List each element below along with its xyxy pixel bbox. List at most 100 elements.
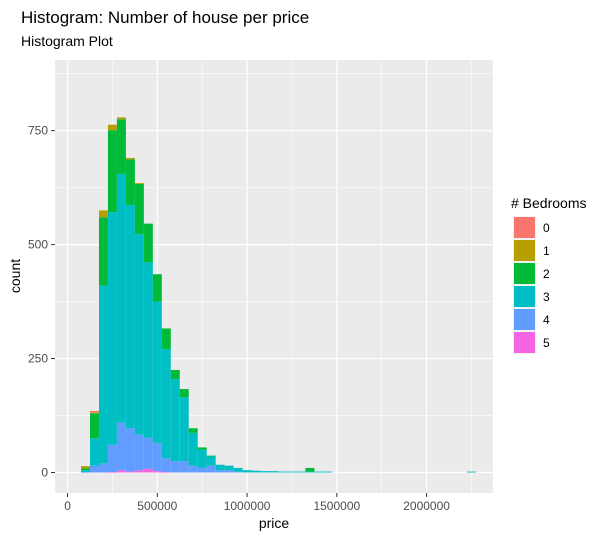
legend-key-1 (514, 240, 535, 261)
bar-bedrooms-1 (81, 466, 91, 469)
bar-bedrooms-3 (215, 464, 225, 471)
bar-bedrooms-3 (206, 456, 216, 466)
bar-bedrooms-3 (188, 432, 198, 466)
x-tick-label: 1500000 (313, 499, 360, 513)
y-tick-label: 250 (28, 352, 48, 366)
bar-bedrooms-4 (215, 470, 225, 473)
bar-bedrooms-4 (170, 461, 180, 473)
bar-bedrooms-3 (81, 470, 91, 473)
bar-bedrooms-2 (125, 159, 135, 205)
x-axis-title: price (259, 515, 290, 531)
legend-label-5: 5 (543, 336, 550, 350)
bar-bedrooms-4 (224, 470, 234, 473)
bar-bedrooms-3 (278, 471, 288, 473)
bar-bedrooms-2 (206, 455, 216, 457)
bar-bedrooms-5 (152, 471, 162, 473)
bar-bedrooms-4 (107, 444, 117, 473)
bar-bedrooms-5 (107, 472, 117, 473)
y-tick-label: 750 (28, 124, 48, 138)
bar-bedrooms-4 (206, 465, 216, 473)
bar-bedrooms-2 (81, 468, 91, 471)
bar-bedrooms-3 (197, 449, 207, 468)
bar-bedrooms-1 (116, 117, 126, 120)
legend-label-3: 3 (543, 290, 550, 304)
bar-bedrooms-3 (251, 470, 261, 473)
bar-bedrooms-4 (179, 461, 189, 473)
bar-bedrooms-3 (305, 471, 315, 473)
y-tick-label: 0 (41, 465, 48, 479)
bar-bedrooms-0 (90, 410, 99, 413)
legend-key-5 (514, 332, 535, 353)
bar-bedrooms-2 (152, 274, 162, 302)
bar-bedrooms-3 (107, 212, 117, 445)
bar-bedrooms-3 (90, 438, 99, 466)
bars-layer (81, 117, 476, 473)
bar-bedrooms-3 (269, 471, 279, 473)
bar-bedrooms-3 (125, 204, 135, 429)
bar-bedrooms-3 (242, 470, 252, 473)
x-tick-label: 500000 (137, 499, 177, 513)
bar-bedrooms-3 (296, 471, 306, 473)
legend: # Bedrooms 0 1 2 3 4 5 (511, 195, 586, 354)
chart-subtitle: Histogram Plot (21, 33, 113, 49)
legend-key-4 (514, 309, 535, 330)
bar-bedrooms-4 (188, 465, 198, 473)
bar-bedrooms-2 (179, 389, 189, 398)
bar-bedrooms-3 (323, 471, 333, 473)
bar-bedrooms-3 (224, 465, 234, 471)
x-tick-label: 2000000 (403, 499, 450, 513)
legend-label-2: 2 (543, 267, 550, 281)
bar-bedrooms-2 (161, 328, 171, 349)
y-axis-title: count (7, 259, 23, 293)
bar-bedrooms-4 (116, 422, 126, 471)
bar-bedrooms-3 (233, 467, 243, 472)
bar-bedrooms-2 (116, 119, 126, 174)
bar-bedrooms-3 (143, 262, 153, 438)
bar-bedrooms-3 (179, 397, 189, 462)
bar-bedrooms-2 (134, 183, 144, 235)
bar-bedrooms-1 (125, 157, 135, 160)
bar-bedrooms-4 (161, 458, 171, 473)
bar-bedrooms-5 (125, 471, 135, 473)
bar-bedrooms-5 (161, 472, 171, 473)
legend-key-3 (514, 286, 535, 307)
legend-label-0: 0 (543, 221, 550, 235)
bar-bedrooms-1 (98, 210, 108, 218)
bar-bedrooms-4 (90, 465, 99, 473)
x-tick-label: 0 (64, 499, 71, 513)
bar-bedrooms-4 (233, 471, 243, 473)
legend-label-1: 1 (543, 244, 550, 258)
bar-bedrooms-3 (116, 173, 126, 423)
bar-bedrooms-2 (107, 130, 117, 213)
x-tick-label: 1000000 (224, 499, 271, 513)
bar-bedrooms-4 (143, 437, 153, 469)
bar-bedrooms-4 (134, 434, 144, 471)
bar-bedrooms-3 (170, 379, 180, 462)
legend-label-4: 4 (543, 313, 550, 327)
bar-bedrooms-1 (134, 183, 144, 184)
bar-bedrooms-3 (260, 471, 270, 473)
bar-bedrooms-5 (134, 470, 144, 473)
bar-bedrooms-3 (134, 234, 144, 435)
bar-bedrooms-4 (197, 467, 207, 473)
y-tick-label: 500 (28, 238, 48, 252)
bar-bedrooms-5 (116, 470, 126, 473)
bar-bedrooms-2 (197, 447, 207, 450)
bar-bedrooms-3 (98, 285, 108, 464)
bar-bedrooms-3 (466, 471, 476, 473)
legend-key-0 (514, 217, 535, 238)
bar-bedrooms-5 (143, 468, 153, 473)
axis-layer: 0 500000 1000000 1500000 2000000 0 250 500 750 (28, 124, 450, 513)
bar-bedrooms-3 (152, 301, 162, 443)
bar-bedrooms-2 (170, 369, 180, 380)
legend-title: # Bedrooms (511, 195, 586, 211)
bar-bedrooms-2 (305, 467, 315, 472)
bar-bedrooms-4 (98, 463, 108, 473)
chart-title: Histogram: Number of house per price (21, 8, 309, 27)
bar-bedrooms-2 (90, 413, 99, 439)
bar-bedrooms-4 (81, 472, 91, 473)
legend-key-2 (514, 263, 535, 284)
bar-bedrooms-3 (161, 348, 171, 459)
